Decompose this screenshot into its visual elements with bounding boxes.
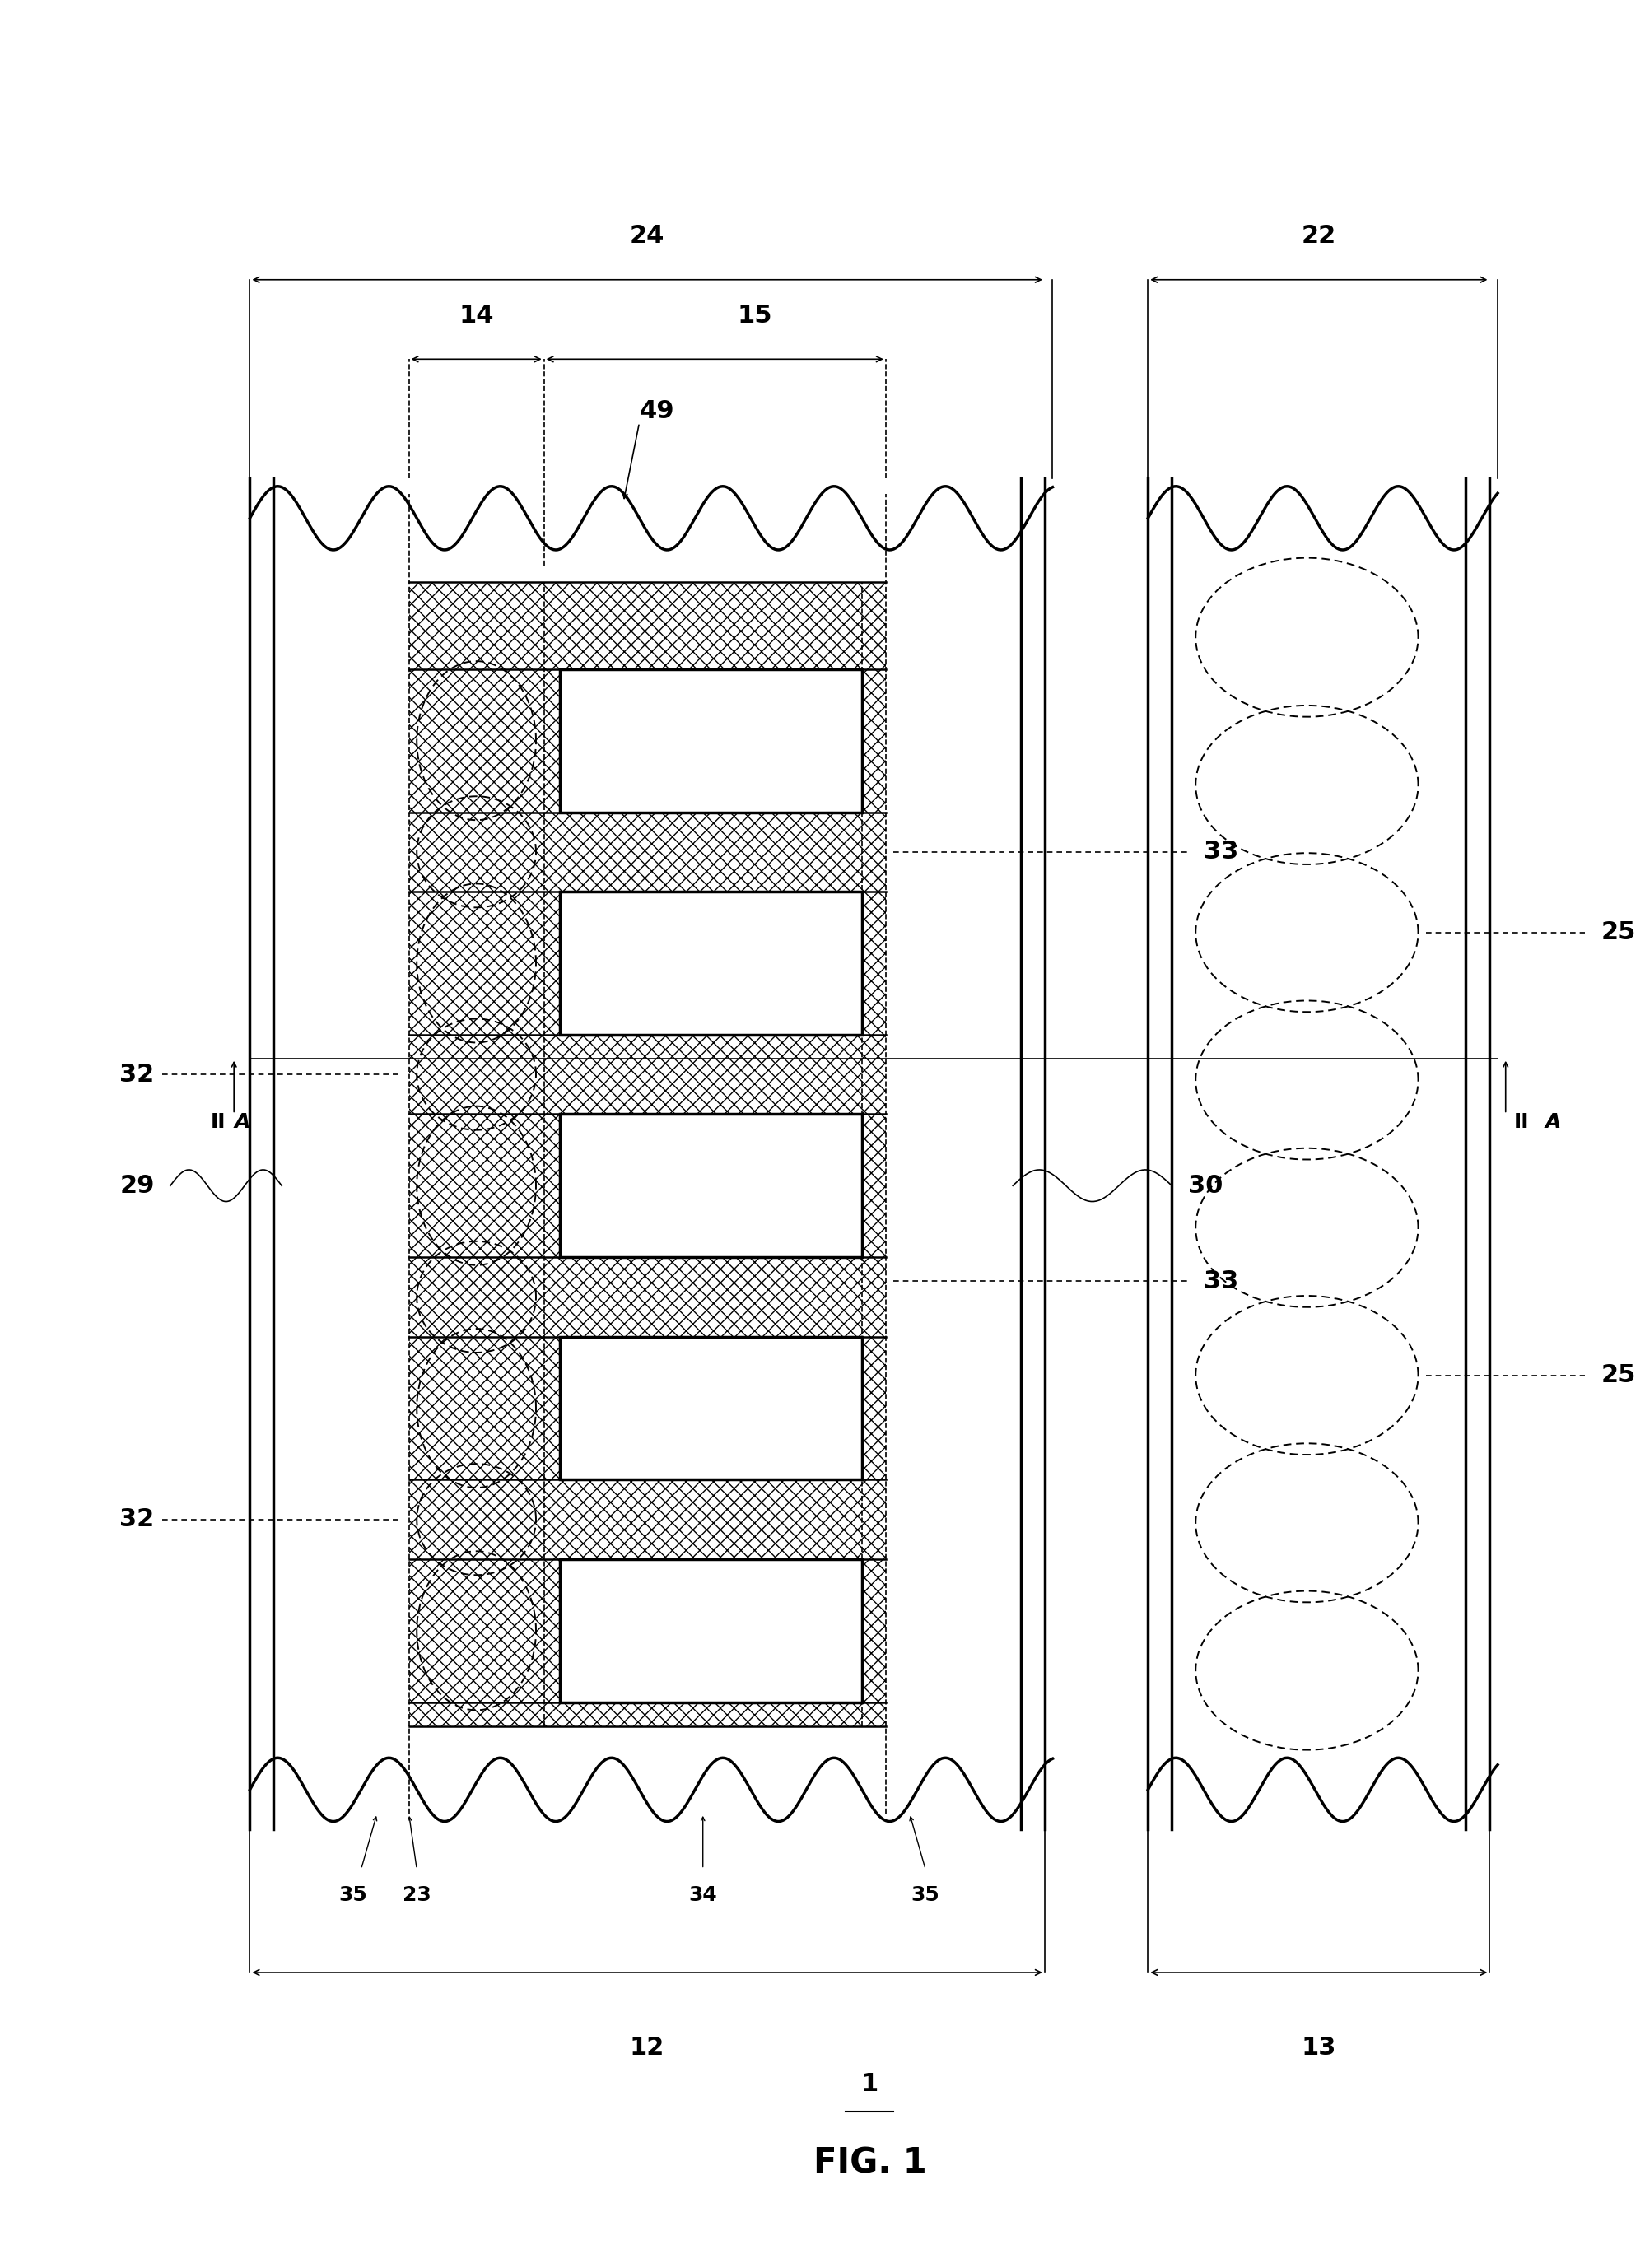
- Bar: [559, 1114, 862, 1256]
- Bar: [559, 891, 862, 1034]
- Text: 32: 32: [120, 1508, 155, 1531]
- Text: 31: 31: [734, 1619, 768, 1642]
- Text: 49: 49: [640, 399, 674, 422]
- Text: II: II: [1513, 1111, 1528, 1132]
- Text: 23: 23: [403, 1885, 431, 1905]
- Text: 30: 30: [1188, 1175, 1222, 1198]
- Text: 31: 31: [734, 1175, 768, 1198]
- Bar: [410, 581, 885, 1726]
- Bar: [559, 1336, 862, 1479]
- Text: 34: 34: [689, 1885, 717, 1905]
- Text: 22: 22: [1301, 225, 1336, 247]
- Bar: [559, 1558, 862, 1703]
- Text: II: II: [211, 1111, 225, 1132]
- Text: 14: 14: [459, 304, 494, 327]
- Text: 33: 33: [1204, 839, 1239, 864]
- Text: 25: 25: [1601, 921, 1635, 943]
- Text: A: A: [1545, 1111, 1561, 1132]
- Text: 13: 13: [1301, 2037, 1336, 2059]
- Text: 32: 32: [120, 1061, 155, 1086]
- Text: 1: 1: [860, 2071, 878, 2096]
- Text: 12: 12: [630, 2037, 665, 2059]
- Text: FIG. 1: FIG. 1: [813, 2146, 926, 2180]
- Text: 35: 35: [339, 1885, 367, 1905]
- Bar: [559, 669, 862, 812]
- Text: A: A: [234, 1111, 250, 1132]
- Text: 33: 33: [1204, 1270, 1239, 1293]
- Text: 24: 24: [630, 225, 665, 247]
- Text: 15: 15: [737, 304, 772, 327]
- Text: 31: 31: [734, 728, 768, 753]
- Text: 25: 25: [1601, 1363, 1635, 1388]
- Text: 29: 29: [120, 1175, 155, 1198]
- Text: 35: 35: [911, 1885, 939, 1905]
